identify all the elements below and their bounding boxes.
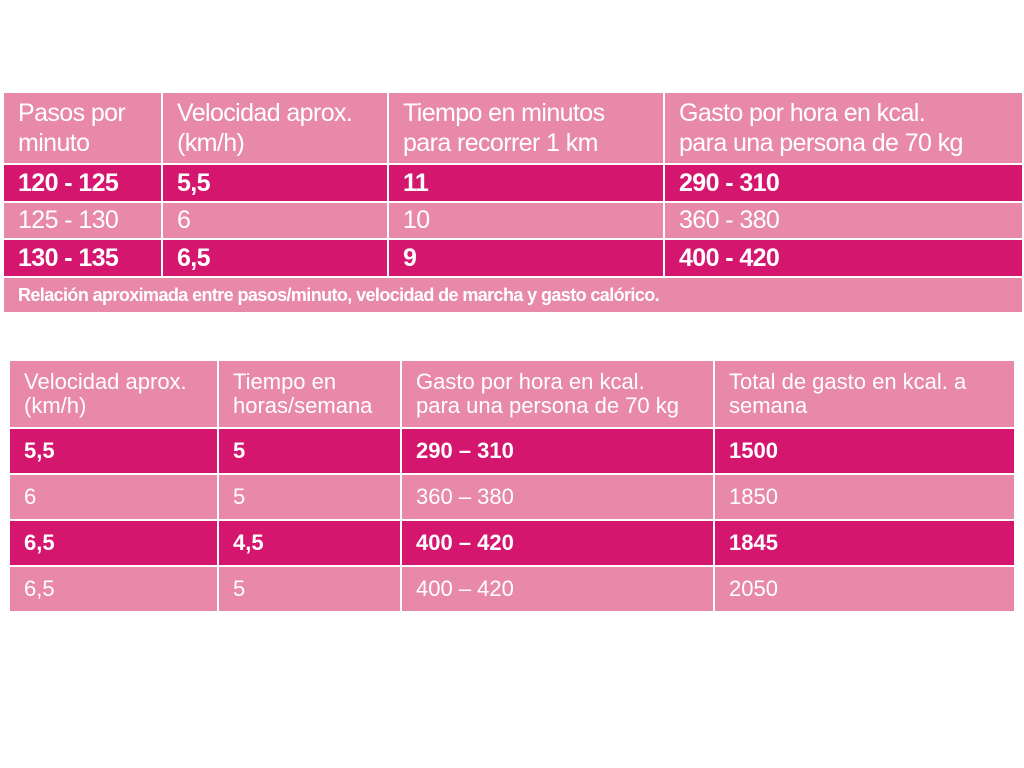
table-cell: 5,5 xyxy=(10,428,219,474)
table-caption-row: Relación aproximada entre pasos/minuto, … xyxy=(4,277,1022,312)
table-header-row: Velocidad aprox. (km/h) Tiempo en horas/se… xyxy=(10,361,1014,428)
table-cell: 10 xyxy=(388,202,665,239)
table-row: 125 - 130 6 10 360 - 380 xyxy=(4,202,1022,239)
header-cell: Pasos por minuto xyxy=(4,93,163,164)
table-cell: 5 xyxy=(218,566,402,611)
table-cell: 360 - 380 xyxy=(664,202,1022,239)
table-cell: 360 – 380 xyxy=(401,474,715,520)
table-row: 6 5 360 – 380 1850 xyxy=(10,474,1014,520)
table-row: 6,5 4,5 400 – 420 1845 xyxy=(10,520,1014,566)
table-cell: 5,5 xyxy=(162,164,389,202)
table-cell: 6,5 xyxy=(162,239,389,277)
table-cell: 1500 xyxy=(714,428,1014,474)
table-cell: 400 – 420 xyxy=(401,566,715,611)
table-cell: 6 xyxy=(162,202,389,239)
header-cell: Gasto por hora en kcal. para una persona … xyxy=(401,361,715,428)
table-cell: 9 xyxy=(388,239,665,277)
table-cell: 1850 xyxy=(714,474,1014,520)
header-cell: Tiempo en minutos para recorrer 1 km xyxy=(388,93,665,164)
table-cell: 11 xyxy=(388,164,665,202)
table-cell: 4,5 xyxy=(218,520,402,566)
table-row: 5,5 5 290 – 310 1500 xyxy=(10,428,1014,474)
table-cell: 400 - 420 xyxy=(664,239,1022,277)
table-row: 120 - 125 5,5 11 290 - 310 xyxy=(4,164,1022,202)
table-cell: 6,5 xyxy=(10,520,219,566)
table-cell: 130 - 135 xyxy=(4,239,163,277)
table-row: 6,5 5 400 – 420 2050 xyxy=(10,566,1014,611)
table-cell: 120 - 125 xyxy=(4,164,163,202)
table-cell: 5 xyxy=(218,474,402,520)
table-cell: 6,5 xyxy=(10,566,219,611)
table-caption: Relación aproximada entre pasos/minuto, … xyxy=(4,277,1022,312)
table-row: 130 - 135 6,5 9 400 - 420 xyxy=(4,239,1022,277)
table-cell: 400 – 420 xyxy=(401,520,715,566)
table-cell: 125 - 130 xyxy=(4,202,163,239)
table-cell: 290 – 310 xyxy=(401,428,715,474)
header-cell: Velocidad aprox. (km/h) xyxy=(162,93,389,164)
header-cell: Total de gasto en kcal. a semana xyxy=(714,361,1014,428)
table-cell: 2050 xyxy=(714,566,1014,611)
weekly-expenditure-table: Velocidad aprox. (km/h) Tiempo en horas/se… xyxy=(10,361,1014,611)
table-header-row: Pasos por minuto Velocidad aprox. (km/h) T… xyxy=(4,93,1022,164)
table-cell: 6 xyxy=(10,474,219,520)
header-cell: Velocidad aprox. (km/h) xyxy=(10,361,219,428)
steps-speed-table: Pasos por minuto Velocidad aprox. (km/h) T… xyxy=(4,93,1022,312)
table-cell: 5 xyxy=(218,428,402,474)
table-cell: 290 - 310 xyxy=(664,164,1022,202)
header-cell: Tiempo en horas/semana xyxy=(218,361,402,428)
table-cell: 1845 xyxy=(714,520,1014,566)
header-cell: Gasto por hora en kcal. para una persona … xyxy=(664,93,1022,164)
